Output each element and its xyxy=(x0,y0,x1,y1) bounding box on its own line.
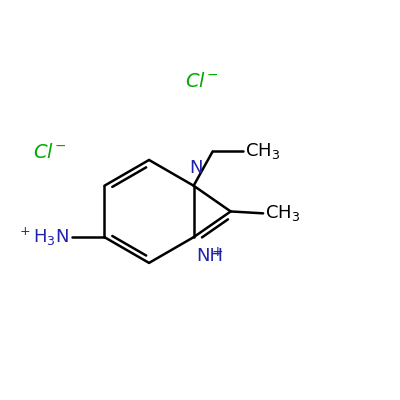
Text: +: + xyxy=(212,245,224,259)
Text: CH$_3$: CH$_3$ xyxy=(265,202,301,222)
Text: N: N xyxy=(189,159,202,177)
Text: NH: NH xyxy=(197,247,224,265)
Text: CH$_3$: CH$_3$ xyxy=(246,141,281,161)
Text: Cl$^-$: Cl$^-$ xyxy=(33,143,67,162)
Text: Cl$^-$: Cl$^-$ xyxy=(186,72,219,91)
Text: $^+$H$_3$N: $^+$H$_3$N xyxy=(17,225,69,248)
